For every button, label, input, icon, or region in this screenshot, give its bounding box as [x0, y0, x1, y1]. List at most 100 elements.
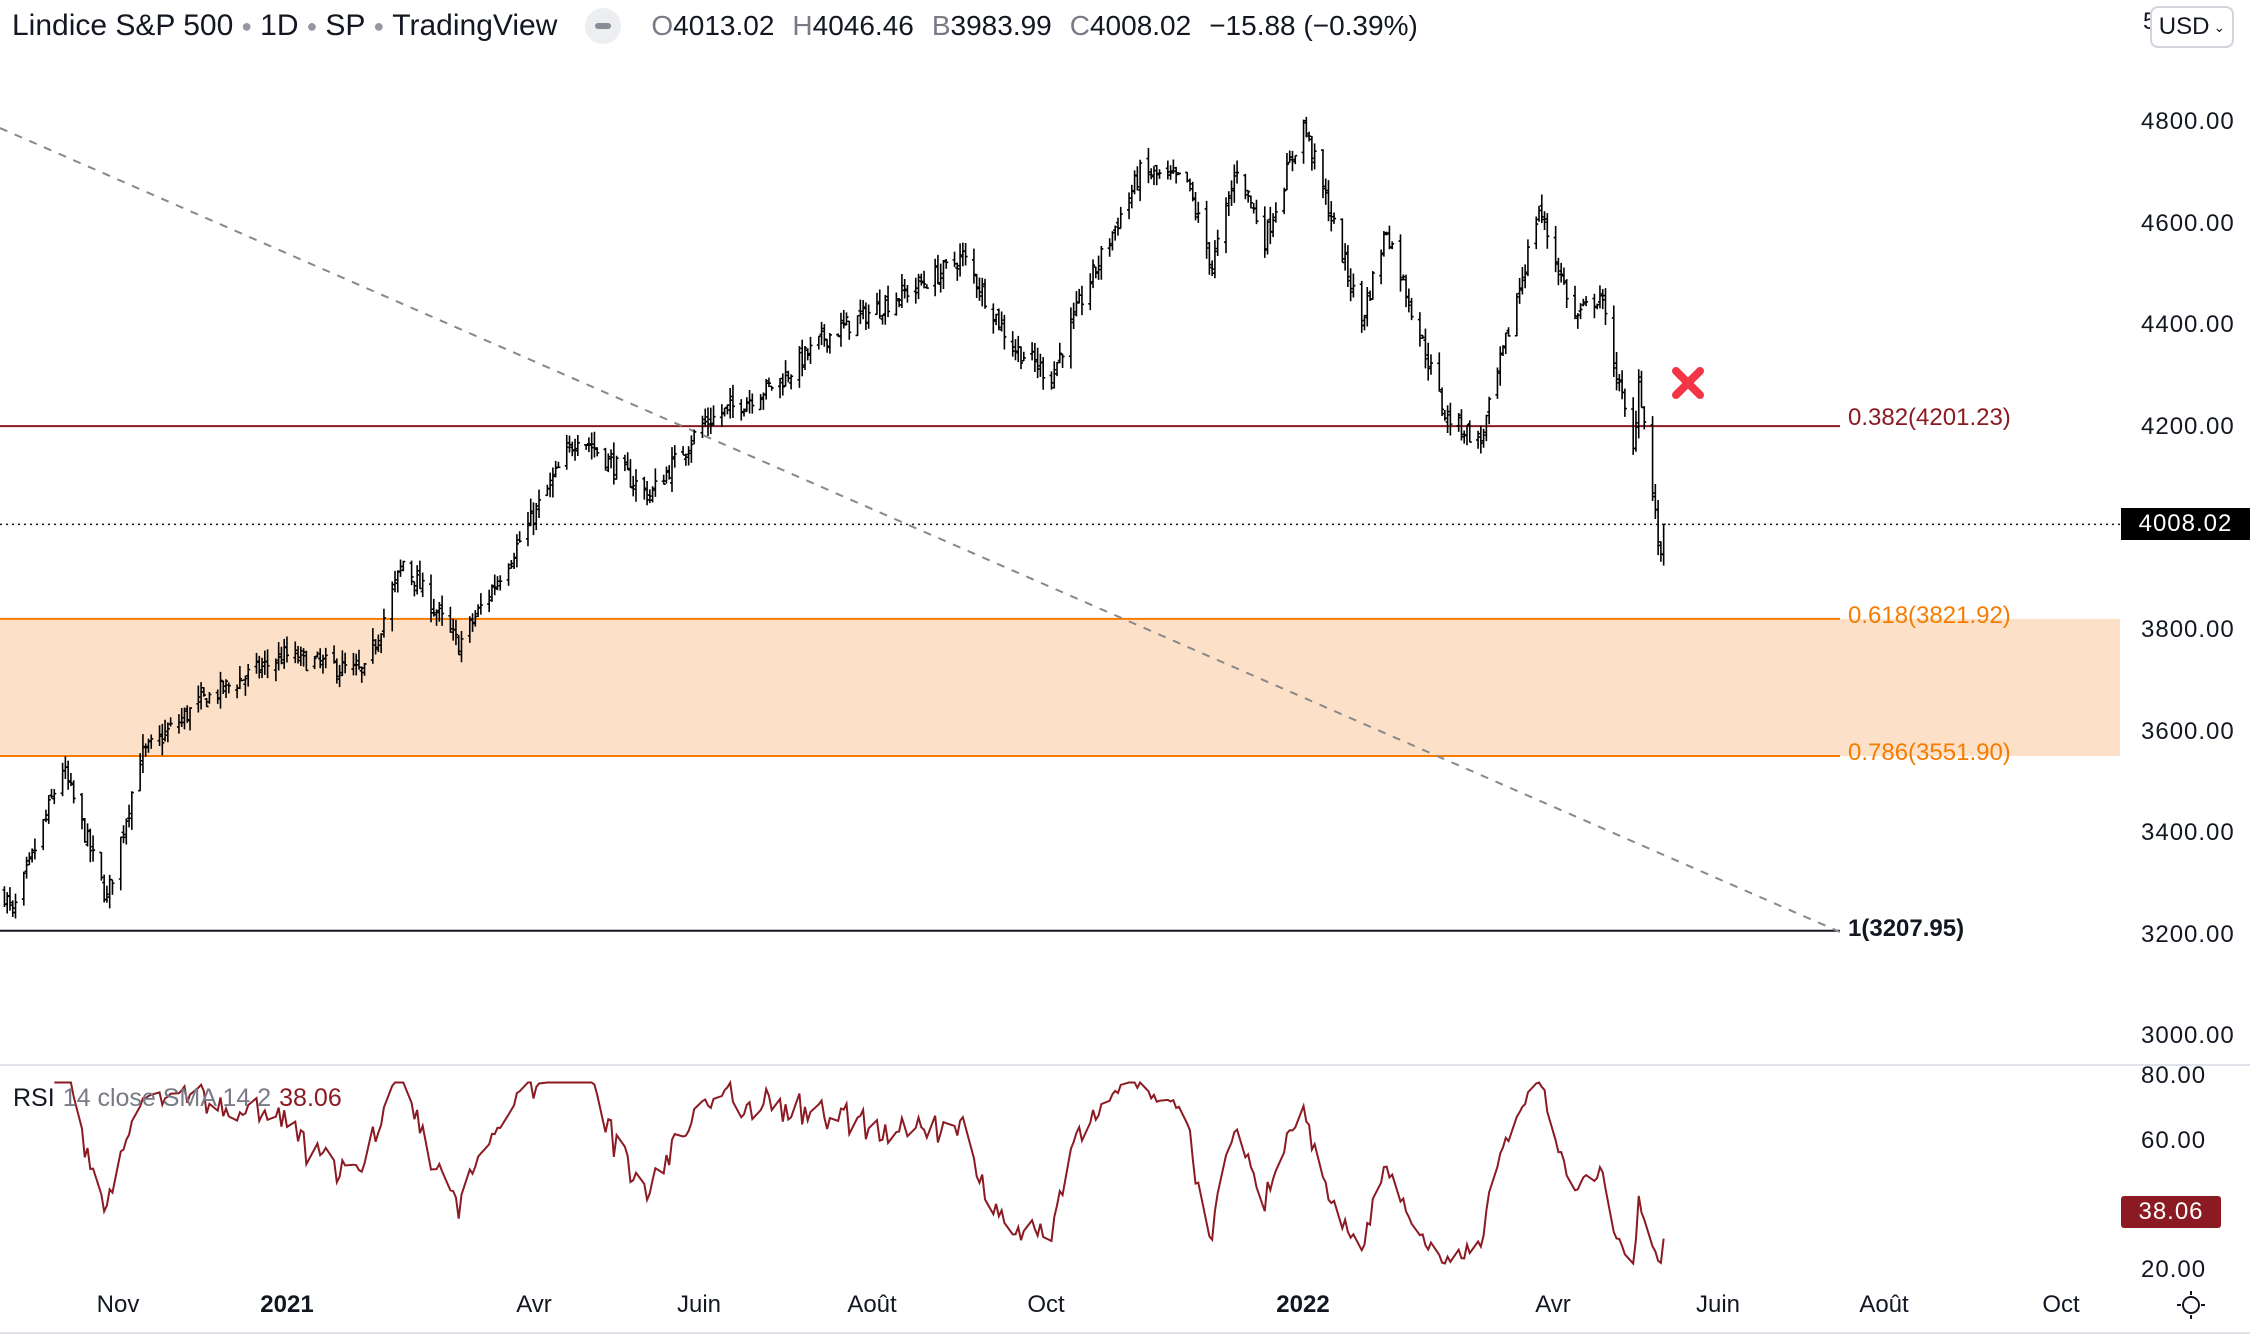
ohlc-bar [534, 503, 539, 531]
ohlc-bar [584, 444, 589, 450]
ohlc-bar [1138, 159, 1143, 202]
ohlc-bar [13, 893, 18, 919]
ohlc-bar [589, 432, 594, 460]
hide-legend-icon[interactable] [585, 8, 622, 44]
ohlc-bar [653, 468, 658, 497]
ohlc-bar [1035, 347, 1040, 379]
trend-line [0, 127, 1841, 933]
ohlc-bar [595, 447, 600, 457]
rsi-axis-label: 60.00 [2141, 1126, 2207, 1154]
ohlc-bar [66, 760, 71, 790]
ohlc-bar [609, 449, 614, 469]
ohlc-bar [1561, 267, 1566, 285]
price-axis-label: 3800.00 [2141, 616, 2235, 643]
time-axis-label: Oct [2042, 1291, 2080, 1318]
ohlc-bar [1032, 342, 1037, 373]
ohlc-bar [199, 682, 204, 710]
ohlc-bar [1617, 373, 1622, 392]
settings-sun-icon[interactable] [2176, 1290, 2206, 1320]
ohlc-bar [847, 320, 852, 340]
ohlc-bar [703, 408, 708, 427]
ohlc-bar [1107, 238, 1112, 257]
ohlc-bar [498, 575, 503, 591]
time-axis-label: Nov [96, 1291, 140, 1318]
ohlc-bar [670, 447, 674, 492]
ohlc-bar [575, 435, 580, 457]
ohlc-bar [284, 636, 289, 663]
ohlc-bar [722, 407, 727, 417]
price-axis-label: 4600.00 [2141, 209, 2235, 237]
ohlc-bar [1168, 165, 1173, 180]
ohlc-bar [700, 415, 705, 438]
close-value: 4008.02 [1089, 10, 1192, 41]
ohlc-bar [182, 707, 187, 730]
rsi-value-badge: 38.06 [2121, 1195, 2221, 1228]
currency-dropdown[interactable]: USD ⌄ [2150, 6, 2234, 48]
ohlc-bar [1210, 260, 1215, 276]
ohlc-bar [919, 273, 924, 286]
ohlc-bar [548, 472, 553, 498]
ohlc-bar [1215, 229, 1220, 256]
ohlc-bar [573, 438, 578, 461]
ohlc-bar [606, 453, 611, 473]
ohlc-bar [958, 243, 963, 277]
ohlc-bar [265, 649, 270, 679]
ohlc-bar [999, 311, 1004, 332]
ohlc-bar [692, 429, 697, 445]
ohlc-bar [273, 658, 278, 682]
ohlc-bar [456, 634, 461, 656]
ohlc-bar [769, 385, 774, 391]
ohlc-bar [354, 653, 359, 676]
ohlc-bar [550, 467, 555, 498]
ohlc-bar [1478, 425, 1483, 454]
ohlc-bar [149, 734, 154, 749]
ohlc-bar [645, 481, 650, 506]
ohlc-bar [1467, 420, 1472, 443]
ohlc-bar [1016, 335, 1021, 363]
ohlc-bar [897, 297, 902, 308]
ohlc-bar [415, 565, 420, 595]
ohlc-bar [168, 717, 173, 727]
ohlc-bar [808, 336, 813, 365]
time-axis-label: 2022 [1276, 1291, 1330, 1318]
rsi-legend: RSI 14 close SMA 14 2 38.06 [13, 1084, 342, 1112]
ohlc-bar [625, 452, 630, 471]
ohlc-bar [246, 664, 251, 687]
ohlc-bar [102, 874, 107, 903]
ohlc-bar [786, 370, 791, 383]
ohlc-bar [758, 394, 763, 411]
ohlc-bar [487, 589, 492, 613]
ohlc-bar [1282, 187, 1287, 215]
ohlc-bar [1273, 202, 1278, 223]
ohlc-bar [138, 753, 143, 792]
ohlc-bar [825, 338, 830, 353]
time-axis-label: Août [847, 1291, 897, 1318]
ohlc-bar [393, 570, 397, 593]
ohlc-bar [844, 312, 849, 326]
ohlc-bar [1293, 154, 1298, 165]
ohlc-bar [1019, 346, 1024, 370]
ohlc-bar [971, 248, 976, 284]
current-price-badge: 4008.02 [2121, 508, 2250, 541]
ohlc-bar [224, 679, 229, 698]
ohlc-bar [301, 648, 306, 667]
ohlc-bar [913, 277, 918, 304]
ohlc-bar [1464, 424, 1469, 446]
price-axis-label: 3000.00 [2141, 1022, 2235, 1050]
ohlc-bar [1459, 409, 1464, 441]
ohlc-bar [1545, 213, 1550, 249]
symbol-name[interactable]: Lindice S&P 500 [12, 9, 234, 42]
ohlc-bar [1597, 285, 1602, 309]
ohlc-bar [855, 314, 860, 337]
time-axis-label: Juin [676, 1291, 722, 1318]
ohlc-bar [1229, 180, 1234, 207]
ohlc-bar [124, 818, 129, 845]
ohlc-bar [1514, 293, 1519, 337]
ohlc-bar [564, 434, 569, 470]
ohlc-bar [899, 274, 904, 309]
time-axis-label: Août [1859, 1291, 1909, 1318]
ohlc-bar [1129, 184, 1134, 209]
ohlc-bar [689, 435, 694, 463]
ohlc-bar [802, 346, 807, 371]
